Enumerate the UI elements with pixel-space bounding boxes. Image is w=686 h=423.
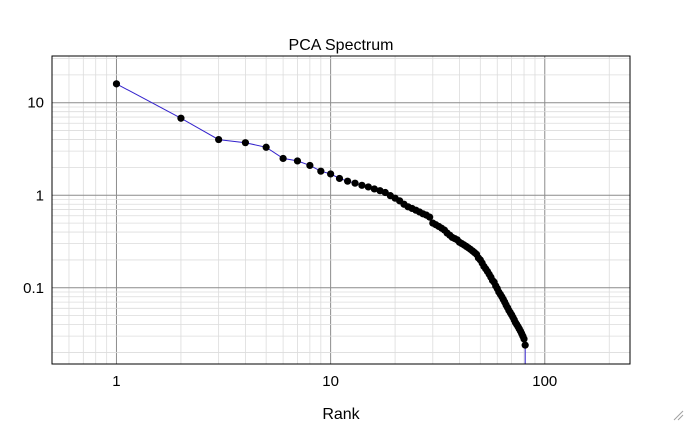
data-point	[241, 139, 250, 147]
tick-labels: 1 10 100 10 1 0.1	[23, 95, 557, 390]
data-point	[521, 341, 529, 349]
data-point	[520, 335, 528, 343]
data-point	[327, 170, 335, 178]
data-point	[370, 185, 378, 193]
y-tick-label: 0.1	[23, 280, 44, 297]
x-tick-label: 10	[322, 373, 339, 390]
data-point	[215, 135, 223, 144]
x-axis-label: Rank	[322, 406, 360, 423]
y-tick-label: 10	[27, 95, 44, 112]
data-point	[112, 80, 121, 88]
data-point	[306, 161, 314, 170]
data-point	[262, 143, 270, 151]
data-point	[293, 157, 302, 165]
x-tick-label: 100	[532, 373, 557, 390]
data-point	[426, 213, 434, 221]
y-tick-label: 1	[36, 187, 44, 204]
data-point	[351, 179, 359, 187]
x-tick-label: 1	[112, 373, 120, 390]
series-layer	[112, 80, 529, 364]
data-point	[358, 181, 366, 189]
resize-grip-icon[interactable]	[672, 409, 684, 421]
data-point	[317, 167, 325, 175]
data-point	[177, 114, 185, 122]
grid-lines	[51, 56, 630, 364]
data-point	[279, 154, 287, 163]
data-point	[343, 177, 352, 185]
data-point	[364, 183, 372, 191]
chart-title: PCA Spectrum	[289, 37, 394, 54]
plot-area-frame	[51, 55, 631, 365]
data-point	[335, 174, 344, 183]
